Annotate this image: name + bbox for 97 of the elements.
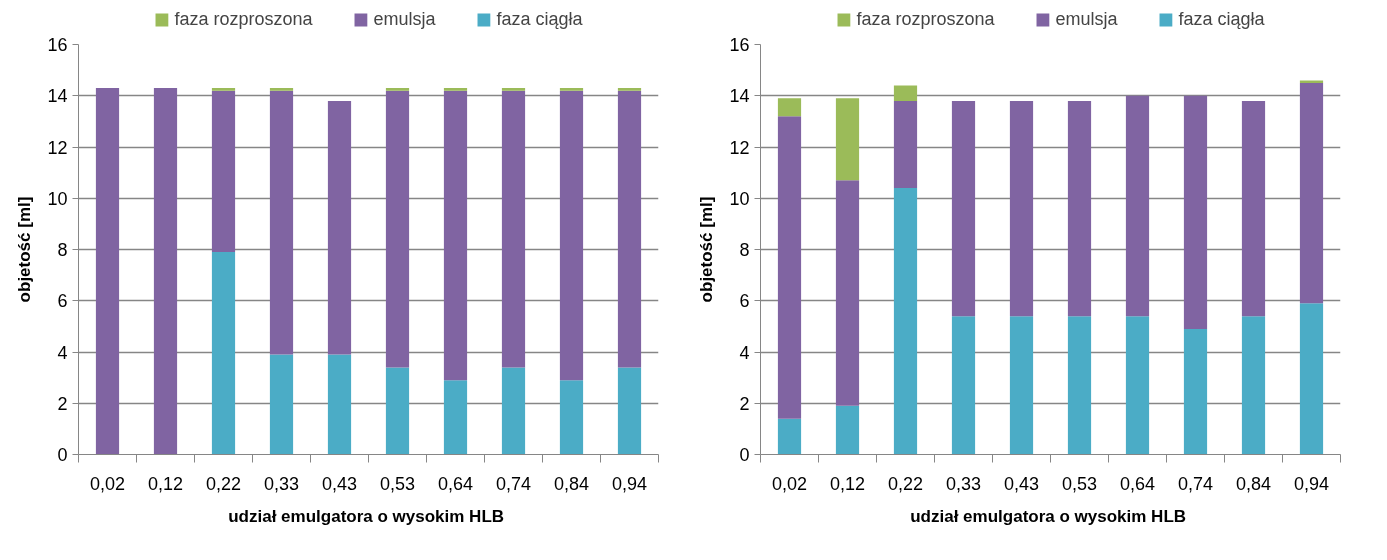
y-tick-label: 4 [739, 342, 750, 363]
x-tick-label: 0,94 [611, 473, 648, 494]
x-tick-label: 0,94 [1293, 473, 1330, 494]
bar [211, 90, 236, 253]
x-axis-title: udział emulgatora o wysokim HLB [228, 506, 505, 526]
x-tick-label: 0,12 [829, 473, 866, 494]
x-tick-label: 0,84 [553, 473, 590, 494]
x-tick-label: 0,74 [1177, 473, 1214, 494]
bar [269, 354, 294, 455]
bar [1009, 316, 1034, 455]
bar [1125, 95, 1150, 317]
bar [501, 90, 526, 368]
bar [211, 88, 236, 91]
y-axis-title: objetość [ml] [697, 196, 717, 303]
x-tick-label: 0,43 [1003, 473, 1040, 494]
bar [443, 88, 468, 91]
x-tick-label: 0,12 [147, 473, 184, 494]
bar [835, 98, 860, 181]
x-tick-label: 0,33 [263, 473, 300, 494]
bar [559, 88, 584, 91]
y-tick-label: 0 [739, 445, 750, 465]
legend-label: emulsja [1055, 8, 1118, 30]
x-tick-label: 0,22 [887, 473, 924, 494]
y-tick-label: 8 [57, 240, 68, 260]
x-tick-label: 0,22 [205, 473, 242, 494]
legend-label: faza rozproszona [174, 8, 313, 30]
bar [835, 405, 860, 455]
bar [385, 88, 410, 91]
legend-label: emulsja [373, 8, 436, 30]
y-tick-label: 6 [739, 291, 750, 312]
y-tick-label: 14 [47, 86, 68, 107]
bar [1183, 328, 1208, 455]
x-tick-label: 0,02 [771, 473, 808, 494]
x-tick-label: 0,33 [945, 473, 982, 494]
bar [1067, 316, 1092, 455]
bar [559, 380, 584, 455]
bar [951, 316, 976, 455]
bar [1241, 316, 1266, 455]
bar [893, 85, 918, 101]
y-tick-label: 10 [729, 188, 750, 209]
y-tick-label: 10 [47, 188, 68, 209]
legend-label: faza rozproszona [856, 8, 995, 30]
x-tick-label: 0,64 [437, 473, 474, 494]
bar [211, 252, 236, 455]
bar [443, 90, 468, 381]
y-tick-label: 12 [729, 137, 750, 158]
x-tick-label: 0,74 [495, 473, 532, 494]
y-tick-label: 6 [57, 291, 68, 312]
bar [893, 100, 918, 188]
x-tick-label: 0,02 [89, 473, 126, 494]
bar [1067, 100, 1092, 317]
bar [1241, 100, 1266, 317]
bar [951, 100, 976, 317]
bar [501, 88, 526, 91]
x-tick-label: 0,43 [321, 473, 358, 494]
y-tick-label: 12 [47, 137, 68, 158]
bar [1299, 303, 1324, 455]
x-tick-label: 0,53 [379, 473, 416, 494]
y-tick-label: 2 [739, 393, 750, 414]
bar [153, 88, 178, 455]
x-tick-label: 0,64 [1119, 473, 1156, 494]
x-tick-label: 0,84 [1235, 473, 1272, 494]
bar [327, 354, 352, 455]
bar [443, 380, 468, 455]
bar [269, 88, 294, 91]
x-tick-label: 0,53 [1061, 473, 1098, 494]
bar [777, 116, 802, 419]
y-tick-label: 16 [729, 35, 750, 55]
y-tick-label: 0 [57, 445, 68, 465]
bar [501, 367, 526, 455]
bar [617, 90, 642, 368]
bar [1299, 80, 1324, 83]
bar [269, 90, 294, 355]
bar [385, 367, 410, 455]
bar [893, 188, 918, 455]
x-axis-title: udział emulgatora o wysokim HLB [910, 506, 1187, 526]
legend-label: faza ciągła [496, 8, 583, 30]
bar [1299, 82, 1324, 304]
bar [1009, 100, 1034, 317]
bar [385, 90, 410, 368]
legend-label: faza ciągła [1178, 8, 1265, 30]
y-tick-label: 16 [47, 35, 68, 55]
bar [777, 418, 802, 455]
y-tick-label: 14 [729, 86, 750, 107]
bar [559, 90, 584, 381]
bar [1125, 316, 1150, 455]
bar [777, 98, 802, 117]
y-tick-label: 4 [57, 342, 68, 363]
bar [835, 180, 860, 406]
y-axis-title: objetość [ml] [15, 196, 35, 303]
bar [95, 88, 120, 455]
bar [327, 100, 352, 355]
y-tick-label: 8 [739, 240, 750, 260]
bar [617, 367, 642, 455]
bar [617, 88, 642, 91]
y-tick-label: 2 [57, 393, 68, 414]
bar [1183, 95, 1208, 329]
